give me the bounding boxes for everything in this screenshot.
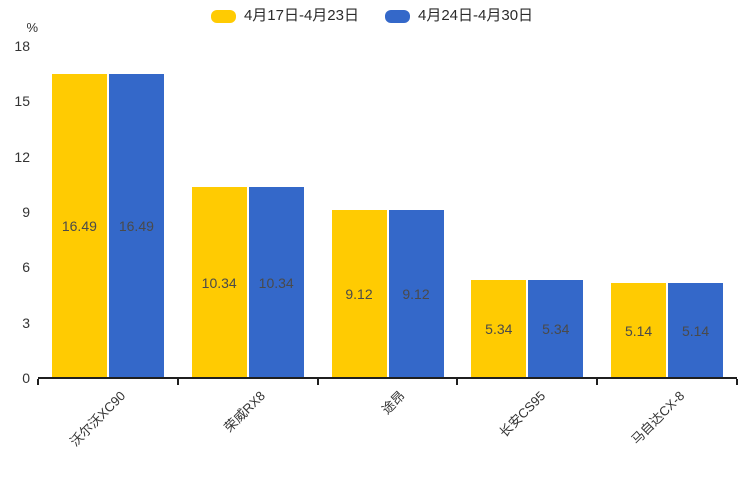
x-category-label: 途昂 (379, 388, 409, 418)
bar-week2[interactable]: 16.49 (108, 73, 164, 378)
legend-swatch-week2-icon (385, 9, 410, 23)
bar-value-label: 9.12 (402, 285, 430, 302)
y-axis-unit-label: % (26, 20, 38, 35)
x-category-label: 沃尔沃XC90 (67, 388, 129, 450)
bar-week1[interactable]: 9.12 (331, 209, 387, 378)
y-tick-label: 15 (14, 93, 30, 110)
x-axis-line (38, 377, 737, 379)
y-tick-label: 12 (14, 148, 30, 165)
x-category-label: 马自达CX-8 (628, 388, 688, 448)
legend-label-week2: 4月24日-4月30日 (418, 7, 534, 24)
bar-value-label: 5.34 (542, 320, 570, 337)
x-axis-tick (316, 379, 319, 385)
y-tick-label: 18 (14, 38, 30, 54)
y-tick-label: 3 (22, 314, 30, 331)
bar-week1[interactable]: 16.49 (51, 73, 107, 378)
bar-value-label: 9.12 (345, 285, 373, 302)
legend-item-week1[interactable]: 4月17日-4月23日 (210, 6, 359, 26)
bar-week2[interactable]: 9.12 (388, 209, 444, 378)
x-axis-tick (596, 379, 599, 385)
legend-label-week1: 4月17日-4月23日 (243, 7, 359, 24)
legend-item-week2[interactable]: 4月24日-4月30日 (385, 6, 533, 26)
x-axis-tick (37, 379, 39, 385)
bar-week2[interactable]: 5.14 (668, 283, 724, 378)
bar-week2[interactable]: 10.34 (248, 187, 304, 378)
legend: 4月17日-4月23日 4月24日-4月30日 (0, 6, 744, 26)
y-tick-label: 6 (22, 259, 30, 276)
x-axis-tick (456, 379, 459, 385)
bar-value-label: 16.49 (61, 217, 97, 234)
bar-value-label: 10.34 (201, 274, 237, 291)
bar-week1[interactable]: 5.14 (611, 283, 667, 378)
x-axis-tick (176, 379, 179, 385)
x-category-label: 长安CS95 (496, 388, 549, 441)
bar-week1[interactable]: 10.34 (191, 187, 247, 378)
x-category-label: 荣威RX8 (221, 388, 269, 436)
bar-value-label: 5.34 (485, 320, 513, 337)
y-tick-label: 0 (22, 370, 30, 386)
bar-value-label: 16.49 (118, 217, 154, 234)
bar-week2[interactable]: 5.34 (528, 279, 584, 378)
legend-swatch-week1-icon (210, 9, 236, 23)
bar-value-label: 5.14 (624, 322, 653, 339)
bar-week1[interactable]: 5.34 (471, 279, 527, 378)
x-axis-tick (736, 379, 738, 385)
bar-value-label: 10.34 (258, 274, 294, 291)
y-tick-label: 9 (22, 204, 30, 220)
bar-value-label: 5.14 (681, 322, 710, 339)
